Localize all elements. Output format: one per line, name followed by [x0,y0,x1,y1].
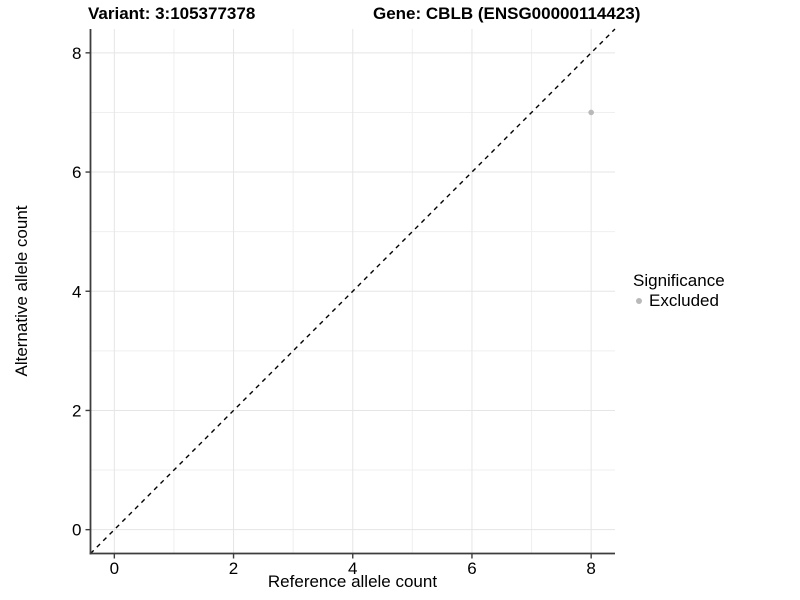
y-tick-label: 4 [72,282,81,301]
legend-item-label: Excluded [649,291,719,310]
y-tick-label: 0 [72,521,81,540]
x-tick-label: 6 [467,559,476,578]
x-axis-title: Reference allele count [267,572,438,591]
x-tick-label: 0 [110,559,119,578]
legend-title: Significance [633,271,725,290]
y-tick-label: 2 [72,401,81,420]
y-axis-title: Alternative allele count [12,205,31,377]
y-tick-label: 6 [72,163,81,182]
y-tick-label: 8 [72,44,81,63]
x-tick-label: 2 [229,559,238,578]
plot-title-variant: Variant: 3:105377378 [88,4,256,23]
legend-point-icon [636,298,642,304]
data-point [588,109,594,116]
legend: Significance Excluded [633,270,725,311]
x-tick-label: 8 [586,559,595,578]
identity-line [90,28,616,554]
legend-item-excluded: Excluded [636,291,725,311]
x-tick-label: 4 [348,559,357,578]
plot-title-gene: Gene: CBLB (ENSG00000114423) [373,4,641,23]
